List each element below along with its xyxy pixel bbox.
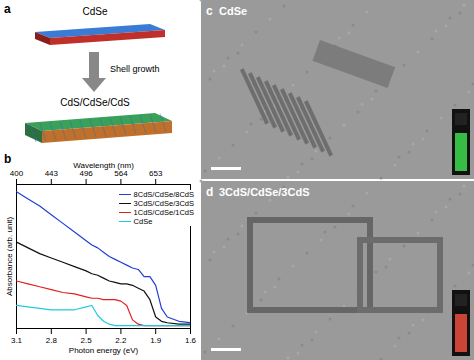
svg-text:400: 400 bbox=[10, 169, 24, 178]
svg-text:3CdS/CdSe/3CdS: 3CdS/CdSe/3CdS bbox=[219, 186, 309, 198]
svg-text:CdSe: CdSe bbox=[82, 6, 107, 17]
svg-text:1.9: 1.9 bbox=[150, 336, 162, 345]
html-text:CdSe: CdSe bbox=[133, 217, 153, 226]
svg-text:d: d bbox=[206, 185, 213, 199]
html-text:3CdS/CdSe/3CdS: 3CdS/CdSe/3CdS bbox=[133, 199, 194, 208]
html-text:8CdS/CdSe/8CdS: 8CdS/CdSe/8CdS bbox=[133, 190, 194, 199]
svg-text:c: c bbox=[206, 4, 213, 18]
svg-text:443: 443 bbox=[45, 169, 59, 178]
svg-text:1.6: 1.6 bbox=[185, 336, 197, 345]
svg-text:Absorbance (arb. unit): Absorbance (arb. unit) bbox=[5, 217, 14, 296]
svg-text:496: 496 bbox=[79, 168, 93, 178]
svg-text:Shell growth: Shell growth bbox=[110, 64, 160, 74]
svg-text:2.5: 2.5 bbox=[81, 336, 93, 345]
html-text:1CdS/CdSe/1CdS: 1CdS/CdSe/1CdS bbox=[133, 208, 194, 217]
svg-text:Photon energy (eV): Photon energy (eV) bbox=[69, 346, 139, 355]
svg-text:653: 653 bbox=[149, 169, 163, 178]
svg-text:b: b bbox=[4, 152, 11, 166]
svg-text:2.8: 2.8 bbox=[46, 336, 58, 345]
svg-text:2.2: 2.2 bbox=[115, 336, 127, 345]
svg-text:564: 564 bbox=[114, 168, 128, 178]
svg-text:a: a bbox=[4, 2, 11, 16]
svg-text:CdSe: CdSe bbox=[219, 5, 247, 17]
svg-text:Wavelength (nm): Wavelength (nm) bbox=[73, 161, 134, 170]
svg-text:3.1: 3.1 bbox=[11, 336, 23, 345]
svg-text:CdS/CdSe/CdS: CdS/CdSe/CdS bbox=[60, 97, 130, 108]
